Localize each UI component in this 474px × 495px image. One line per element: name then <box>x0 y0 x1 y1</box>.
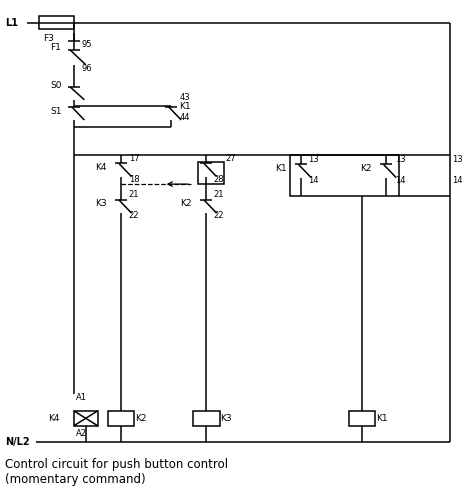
Text: 14: 14 <box>452 176 463 185</box>
Text: 95: 95 <box>82 40 92 49</box>
Text: 13: 13 <box>309 155 319 164</box>
Text: K2: K2 <box>180 199 192 208</box>
Bar <box>74 411 98 426</box>
Text: K1: K1 <box>275 164 286 173</box>
Text: L1: L1 <box>5 18 18 28</box>
Text: 14: 14 <box>309 176 319 185</box>
Text: K2: K2 <box>136 414 147 423</box>
Bar <box>198 162 224 184</box>
Text: A2: A2 <box>76 429 87 438</box>
Text: K1: K1 <box>376 414 388 423</box>
Bar <box>291 154 399 197</box>
Text: 44: 44 <box>179 113 190 122</box>
Text: 13: 13 <box>395 155 406 164</box>
Text: F1: F1 <box>50 43 61 52</box>
Text: K1: K1 <box>179 102 191 111</box>
Text: 21: 21 <box>214 191 224 199</box>
Bar <box>108 411 135 426</box>
Text: 22: 22 <box>129 211 139 220</box>
Text: K4: K4 <box>95 163 107 172</box>
Text: 96: 96 <box>82 64 92 73</box>
Text: Control circuit for push button control
(momentary command): Control circuit for push button control … <box>5 458 228 486</box>
Text: S1: S1 <box>50 107 62 116</box>
Text: F3: F3 <box>43 34 54 43</box>
Text: 27: 27 <box>225 154 236 163</box>
Text: S0: S0 <box>50 82 62 91</box>
Bar <box>38 16 74 29</box>
Text: K2: K2 <box>360 164 371 173</box>
Text: 14: 14 <box>395 176 406 185</box>
Text: 22: 22 <box>214 211 224 220</box>
Text: 21: 21 <box>129 191 139 199</box>
Text: 17: 17 <box>129 154 139 163</box>
Text: K4: K4 <box>48 414 59 423</box>
Text: N/L2: N/L2 <box>5 437 30 447</box>
Bar <box>349 411 375 426</box>
Bar <box>193 411 219 426</box>
Text: 18: 18 <box>129 175 139 184</box>
Text: 28: 28 <box>214 175 225 184</box>
Text: K3: K3 <box>220 414 232 423</box>
Text: A1: A1 <box>76 393 87 401</box>
Text: 43: 43 <box>179 94 190 102</box>
Text: 13: 13 <box>452 155 463 164</box>
Text: K3: K3 <box>95 199 107 208</box>
